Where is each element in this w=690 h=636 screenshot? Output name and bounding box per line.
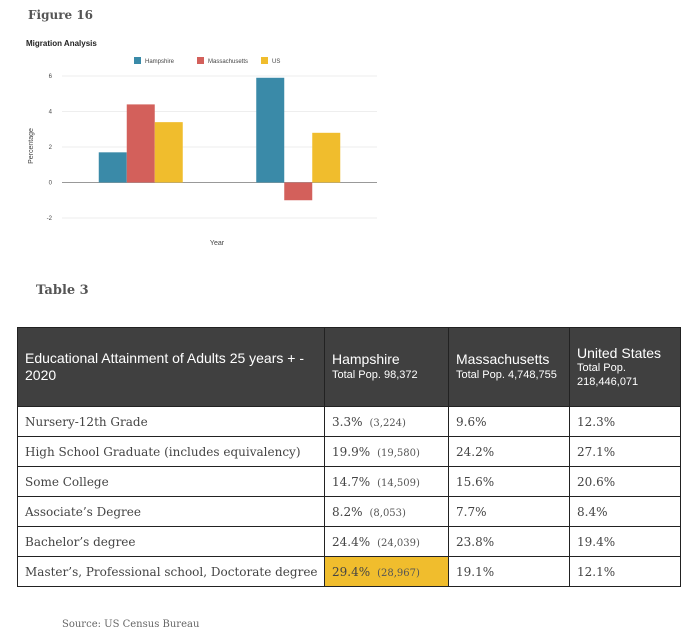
hampshire-count: (3,224) [369, 417, 406, 429]
us-cell: 12.3% [569, 406, 681, 437]
hampshire-cell: 3.3% (3,224) [324, 406, 449, 437]
hampshire-percent: 3.3% [332, 414, 363, 429]
bar [98, 152, 127, 183]
table-header-row: Educational Attainment of Adults 25 year… [17, 327, 681, 407]
hampshire-cell: 24.4% (24,039) [324, 526, 449, 557]
hampshire-cell: 19.9% (19,580) [324, 436, 449, 467]
chart-bars [98, 77, 341, 201]
table-row: Master’s, Professional school, Doctorate… [17, 556, 681, 587]
hampshire-count: (14,509) [377, 477, 420, 489]
legend-label: US [272, 59, 280, 65]
us-cell: 19.4% [569, 526, 681, 557]
table-row: Some College 14.7% (14,509) 15.6% 20.6% [17, 466, 681, 497]
column-header-hampshire: Hampshire Total Pop. 98,372 [324, 327, 449, 407]
us-cell: 12.1% [569, 556, 681, 587]
source-note: Source: US Census Bureau [62, 619, 200, 630]
column-population: Total Pop. 218,446,071 [577, 362, 639, 388]
hampshire-count: (28,967) [377, 567, 420, 579]
column-header-united-states: United States Total Pop. 218,446,071 [569, 327, 681, 407]
row-label: Some College [17, 466, 325, 497]
column-name: United States [577, 344, 662, 361]
migration-chart: Migration Analysis Hampshire Massachusett… [20, 36, 390, 256]
bar [154, 122, 183, 183]
hampshire-cell-highlighted: 29.4% (28,967) [324, 556, 449, 587]
legend-label: Massachusetts [208, 59, 248, 65]
hampshire-percent: 8.2% [332, 504, 363, 519]
chart-svg: Migration Analysis Hampshire Massachusett… [26, 39, 377, 247]
table-row: Associate’s Degree 8.2% (8,053) 7.7% 8.4% [17, 496, 681, 527]
massachusetts-cell: 7.7% [448, 496, 570, 527]
row-header-title: Educational Attainment of Adults 25 year… [17, 327, 325, 407]
education-table: Educational Attainment of Adults 25 year… [17, 327, 681, 587]
massachusetts-cell: 15.6% [448, 466, 570, 497]
column-header-massachusetts: Massachusetts Total Pop. 4,748,755 [448, 327, 570, 407]
bar [126, 104, 155, 183]
hampshire-count: (19,580) [377, 447, 420, 459]
y-tick-label: 4 [49, 110, 53, 116]
hampshire-percent: 24.4% [332, 534, 371, 549]
legend-label: Hampshire [145, 59, 175, 65]
column-name: Massachusetts [456, 351, 550, 368]
y-tick-label: 6 [49, 74, 53, 80]
row-label: Associate’s Degree [17, 496, 325, 527]
x-axis-title: Year [210, 240, 225, 247]
bar [284, 182, 313, 201]
table-row: Nursery-12th Grade 3.3% (3,224) 9.6% 12.3… [17, 406, 681, 437]
y-tick-label: -2 [47, 216, 53, 222]
massachusetts-cell: 23.8% [448, 526, 570, 557]
massachusetts-cell: 19.1% [448, 556, 570, 587]
hampshire-cell: 14.7% (14,509) [324, 466, 449, 497]
chart-title: Migration Analysis [26, 39, 97, 48]
us-cell: 8.4% [569, 496, 681, 527]
column-name: Hampshire [332, 351, 400, 368]
table-label: Table 3 [36, 283, 89, 298]
massachusetts-cell: 24.2% [448, 436, 570, 467]
table-row: Bachelor’s degree 24.4% (24,039) 23.8% 19… [17, 526, 681, 557]
bar [256, 77, 285, 183]
hampshire-percent: 14.7% [332, 474, 371, 489]
hampshire-percent: 29.4% [332, 564, 371, 579]
hampshire-percent: 19.9% [332, 444, 371, 459]
us-cell: 20.6% [569, 466, 681, 497]
hampshire-count: (8,053) [369, 507, 406, 519]
hampshire-cell: 8.2% (8,053) [324, 496, 449, 527]
column-population: Total Pop. 4,748,755 [456, 368, 557, 381]
row-label: Master’s, Professional school, Doctorate… [17, 556, 325, 587]
chart-legend: Hampshire Massachusetts US [134, 57, 280, 65]
legend-swatch [197, 57, 204, 64]
legend-swatch [261, 57, 268, 64]
row-label: High School Graduate (includes equivalen… [17, 436, 325, 467]
bar [312, 132, 341, 183]
legend-swatch [134, 57, 141, 64]
table-row: High School Graduate (includes equivalen… [17, 436, 681, 467]
row-label: Bachelor’s degree [17, 526, 325, 557]
hampshire-count: (24,039) [377, 537, 420, 549]
figure-label: Figure 16 [28, 8, 94, 22]
us-cell: 27.1% [569, 436, 681, 467]
y-tick-label: 2 [49, 145, 53, 151]
y-tick-label: 0 [49, 181, 53, 187]
column-population: Total Pop. 98,372 [332, 368, 418, 381]
y-axis-title: Percentage [28, 128, 35, 164]
massachusetts-cell: 9.6% [448, 406, 570, 437]
row-label: Nursery-12th Grade [17, 406, 325, 437]
